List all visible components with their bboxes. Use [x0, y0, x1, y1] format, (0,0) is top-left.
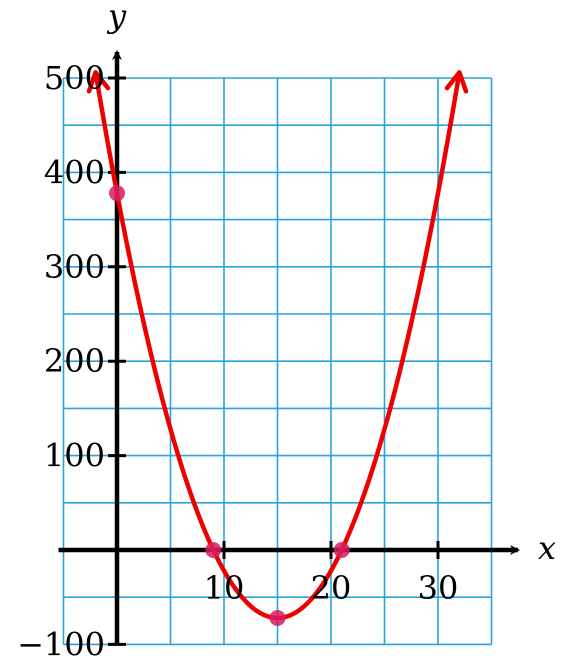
x-axis-label: x	[538, 529, 556, 567]
data-point	[205, 542, 222, 558]
x-tick-label: 30	[418, 569, 459, 607]
data-point	[333, 542, 350, 558]
x-tick-label: 20	[311, 569, 352, 607]
labels-group: 10 20 30 −100 100 200 300 400 500 x y	[17, 0, 556, 663]
y-tick-label: 300	[44, 248, 105, 286]
y-tick-label: 200	[44, 342, 105, 380]
data-point	[109, 185, 125, 202]
axes	[58, 50, 520, 646]
y-tick-label: 500	[44, 59, 105, 97]
x-tick-label: 10	[204, 569, 245, 607]
y-tick-label: 400	[44, 153, 105, 191]
y-tick-label: −100	[17, 625, 105, 663]
curve-arrow-left	[86, 70, 111, 94]
curve-arrow-right	[444, 70, 469, 94]
points-group	[109, 185, 350, 626]
data-point	[269, 609, 286, 626]
grid	[62, 77, 493, 646]
y-axis-label: y	[106, 0, 127, 35]
y-tick-label: 100	[44, 437, 105, 475]
